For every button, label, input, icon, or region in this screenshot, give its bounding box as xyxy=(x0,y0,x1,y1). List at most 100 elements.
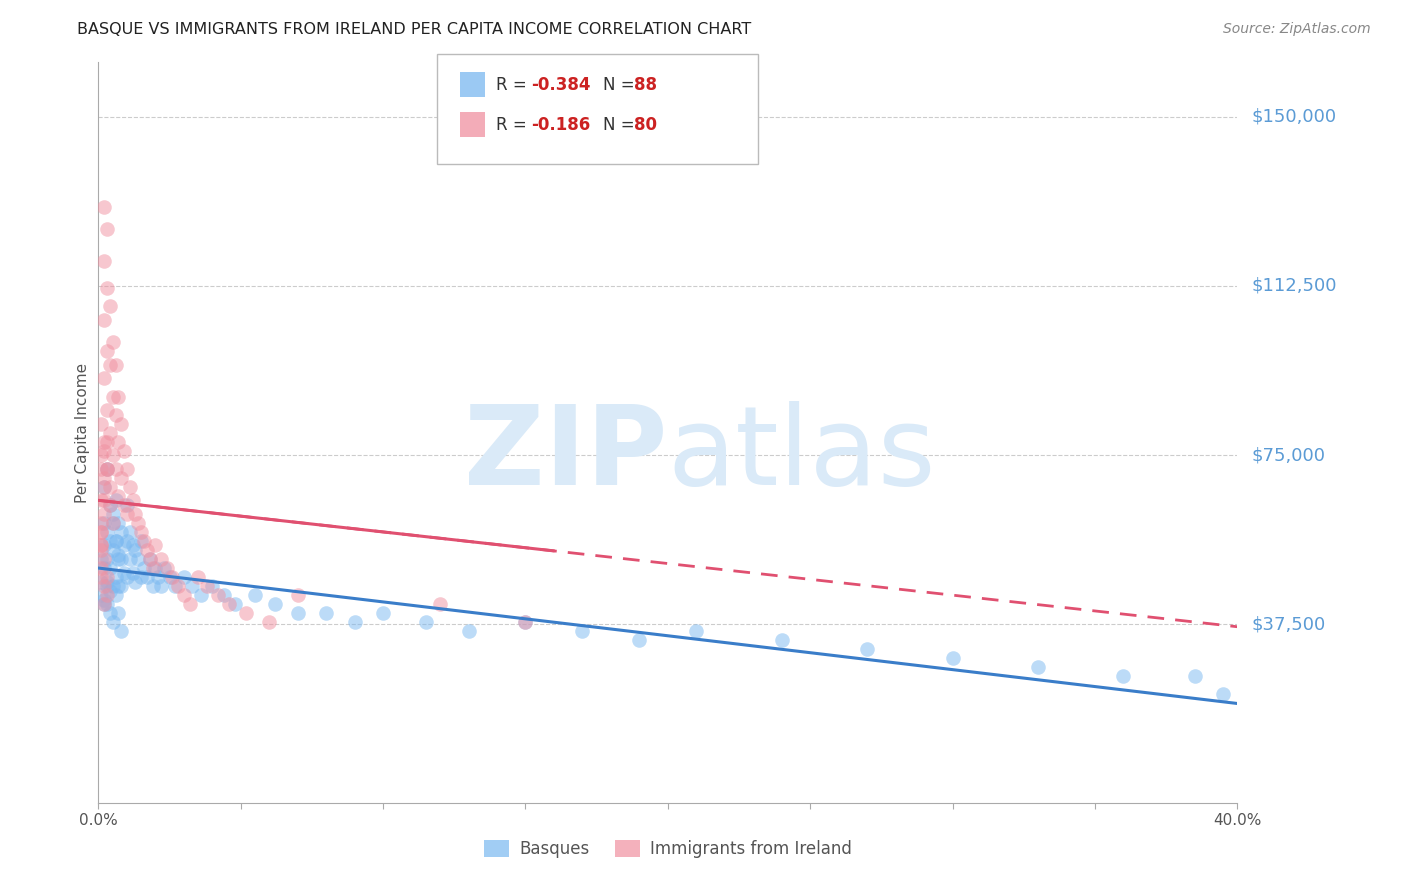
Point xyxy=(93,516,115,530)
Point xyxy=(141,579,163,593)
Point xyxy=(104,493,127,508)
Point xyxy=(90,552,112,566)
Text: ZIP: ZIP xyxy=(464,401,668,508)
Point xyxy=(135,543,157,558)
Point xyxy=(96,588,118,602)
Point xyxy=(96,281,118,295)
Text: BASQUE VS IMMIGRANTS FROM IRELAND PER CAPITA INCOME CORRELATION CHART: BASQUE VS IMMIGRANTS FROM IRELAND PER CA… xyxy=(77,22,752,37)
Point xyxy=(138,552,160,566)
Point xyxy=(127,552,149,566)
Point xyxy=(107,579,129,593)
Point xyxy=(115,570,138,584)
Point xyxy=(1184,669,1206,683)
Point xyxy=(104,358,127,372)
Point xyxy=(159,570,181,584)
Point xyxy=(685,624,707,639)
Point xyxy=(1112,669,1135,683)
Point xyxy=(93,434,115,449)
Point xyxy=(96,461,118,475)
Point xyxy=(107,434,129,449)
Point xyxy=(201,579,224,593)
Point xyxy=(118,480,141,494)
Text: N =: N = xyxy=(603,116,640,134)
Point xyxy=(101,390,124,404)
Point xyxy=(93,254,115,268)
Point xyxy=(93,493,115,508)
Point xyxy=(93,597,115,611)
Point xyxy=(218,597,240,611)
Point xyxy=(104,570,127,584)
Point xyxy=(104,533,127,548)
Point xyxy=(101,448,124,462)
Point xyxy=(207,588,229,602)
Point xyxy=(150,579,173,593)
Text: -0.186: -0.186 xyxy=(531,116,591,134)
Point xyxy=(124,574,146,589)
Point xyxy=(93,579,115,593)
Point xyxy=(90,588,112,602)
Point xyxy=(98,498,121,512)
Point xyxy=(98,299,121,313)
Point xyxy=(96,344,118,359)
Point xyxy=(121,493,143,508)
Point xyxy=(373,606,395,620)
Point xyxy=(101,543,124,558)
Point xyxy=(98,425,121,440)
Point xyxy=(104,588,127,602)
Point xyxy=(770,633,793,648)
Point xyxy=(457,624,479,639)
Point xyxy=(93,561,115,575)
Point xyxy=(90,561,112,575)
Point xyxy=(93,480,115,494)
Point xyxy=(110,417,132,431)
Point xyxy=(162,570,184,584)
Point xyxy=(96,570,118,584)
Point xyxy=(107,548,129,562)
Point xyxy=(110,471,132,485)
Point xyxy=(98,583,121,598)
Point xyxy=(93,312,115,326)
Point xyxy=(98,606,121,620)
Point xyxy=(101,579,124,593)
Point xyxy=(104,461,127,475)
Point xyxy=(96,597,118,611)
Point xyxy=(415,615,437,630)
Point xyxy=(145,539,167,553)
Point xyxy=(98,358,121,372)
Text: $150,000: $150,000 xyxy=(1251,108,1336,126)
Point xyxy=(856,642,879,657)
Point xyxy=(104,408,127,422)
Point xyxy=(187,570,209,584)
Point xyxy=(112,443,135,458)
Text: 80: 80 xyxy=(634,116,657,134)
Point xyxy=(190,588,212,602)
Point xyxy=(173,588,195,602)
Point xyxy=(121,539,143,553)
Point xyxy=(101,516,124,530)
Point xyxy=(121,566,143,580)
Point xyxy=(90,570,112,584)
Point xyxy=(224,597,246,611)
Point xyxy=(115,533,138,548)
Point xyxy=(150,552,173,566)
Point xyxy=(107,489,129,503)
Point xyxy=(101,516,124,530)
Point xyxy=(98,498,121,512)
Text: $37,500: $37,500 xyxy=(1251,615,1326,633)
Point xyxy=(259,615,281,630)
Point xyxy=(93,592,115,607)
Point xyxy=(98,480,121,494)
Point xyxy=(148,570,170,584)
Point xyxy=(1026,660,1049,674)
Point xyxy=(90,516,112,530)
Point xyxy=(93,443,115,458)
Point xyxy=(90,539,112,553)
Point xyxy=(110,579,132,593)
Point xyxy=(132,561,155,575)
Point xyxy=(571,624,593,639)
Point xyxy=(165,579,187,593)
Point xyxy=(93,597,115,611)
Point xyxy=(135,570,157,584)
Point xyxy=(212,588,235,602)
Point xyxy=(124,543,146,558)
